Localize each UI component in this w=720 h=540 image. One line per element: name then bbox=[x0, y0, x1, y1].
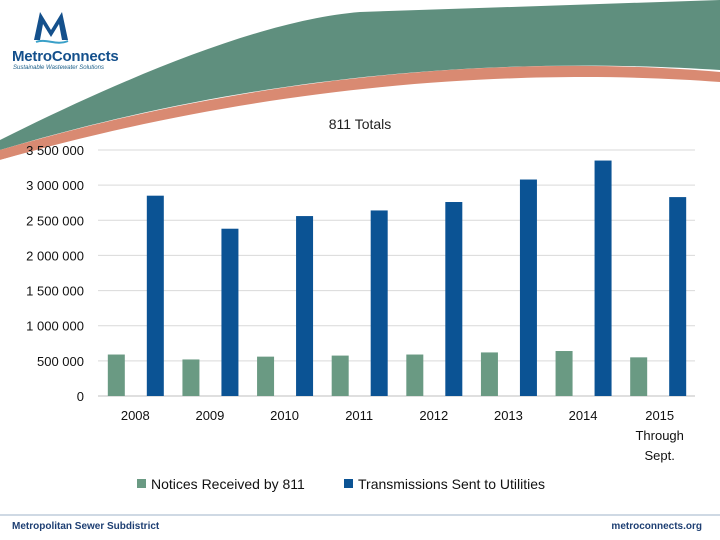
y-tick-label: 3 500 000 bbox=[26, 143, 84, 158]
bar-notices-2015 bbox=[630, 357, 648, 396]
x-tick-label: 2013 bbox=[494, 408, 523, 423]
y-tick-label: 0 bbox=[77, 389, 84, 404]
legend-swatch bbox=[137, 479, 146, 488]
bar-notices-2012 bbox=[406, 354, 424, 396]
bar-notices-2014 bbox=[555, 351, 573, 396]
bar-notices-2013 bbox=[480, 352, 498, 396]
logo-tagline: Sustainable Wastewater Solutions bbox=[13, 65, 104, 71]
y-axis: 0 500 000 1 000 000 1 500 000 2 000 000 2 500… bbox=[26, 143, 84, 404]
swoosh-salmon bbox=[0, 65, 720, 160]
swoosh-white bbox=[0, 80, 720, 540]
y-tick-label: 1 500 000 bbox=[26, 284, 84, 299]
x-tick-label: 2012 bbox=[419, 408, 448, 423]
bar-notices-2008 bbox=[107, 354, 125, 396]
bars bbox=[107, 160, 687, 396]
bar-transmissions-2015 bbox=[669, 197, 687, 396]
bar-transmissions-2009 bbox=[221, 228, 239, 396]
x-tick-label-line: 2010 bbox=[270, 408, 299, 423]
bar-transmissions-2010 bbox=[296, 216, 314, 396]
x-tick-label-line: 2014 bbox=[569, 408, 598, 423]
x-tick-label: 2008 bbox=[121, 408, 150, 423]
bar-notices-2009 bbox=[182, 359, 200, 396]
bar-transmissions-2008 bbox=[146, 195, 164, 396]
bar-notices-2010 bbox=[257, 356, 275, 396]
logo-m-mark-icon bbox=[34, 12, 69, 44]
chart-title: 811 Totals bbox=[329, 116, 392, 132]
x-tick-label-line: 2009 bbox=[195, 408, 224, 423]
logo-name: MetroConnects bbox=[12, 48, 119, 65]
x-tick-label-line: 2008 bbox=[121, 408, 150, 423]
x-tick-label-line: 2013 bbox=[494, 408, 523, 423]
x-tick-label: 2015 Through Sept. bbox=[635, 408, 683, 463]
bar-transmissions-2011 bbox=[370, 210, 388, 396]
bar-transmissions-2013 bbox=[519, 179, 537, 396]
x-tick-label-line: Sept. bbox=[645, 448, 675, 463]
bar-transmissions-2014 bbox=[594, 160, 612, 396]
x-tick-label-line: 2015 bbox=[645, 408, 674, 423]
y-tick-label: 500 000 bbox=[37, 354, 84, 369]
x-tick-label: 2014 bbox=[569, 408, 598, 423]
x-tick-label-line: 2011 bbox=[345, 408, 373, 423]
y-tick-label: 3 000 000 bbox=[26, 178, 84, 193]
legend: Notices Received by 811 Transmissions Sen… bbox=[137, 476, 545, 492]
x-axis: 2008 2009 2010 2011 2012 2013 2014 2015 Through S… bbox=[121, 408, 684, 463]
legend-label: Transmissions Sent to Utilities bbox=[358, 476, 545, 492]
x-tick-label: 2010 bbox=[270, 408, 299, 423]
bar-transmissions-2012 bbox=[445, 202, 463, 396]
x-tick-label-line: Through bbox=[635, 428, 683, 443]
legend-swatch bbox=[344, 479, 353, 488]
y-tick-label: 1 000 000 bbox=[26, 319, 84, 334]
x-tick-label: 2009 bbox=[195, 408, 224, 423]
footer-band bbox=[0, 512, 720, 540]
footer-website[interactable]: metroconnects.org bbox=[611, 521, 702, 532]
swoosh-teal bbox=[0, 0, 720, 150]
logo: MetroConnects Sustainable Wastewater Sol… bbox=[6, 6, 119, 71]
x-tick-label-line: 2012 bbox=[419, 408, 448, 423]
footer-organization: Metropolitan Sewer Subdistrict bbox=[12, 521, 160, 532]
bar-notices-2011 bbox=[331, 355, 349, 396]
legend-label: Notices Received by 811 bbox=[151, 476, 305, 492]
y-tick-label: 2 500 000 bbox=[26, 213, 84, 228]
y-tick-label: 2 000 000 bbox=[26, 248, 84, 263]
x-tick-label: 2011 bbox=[345, 408, 373, 423]
